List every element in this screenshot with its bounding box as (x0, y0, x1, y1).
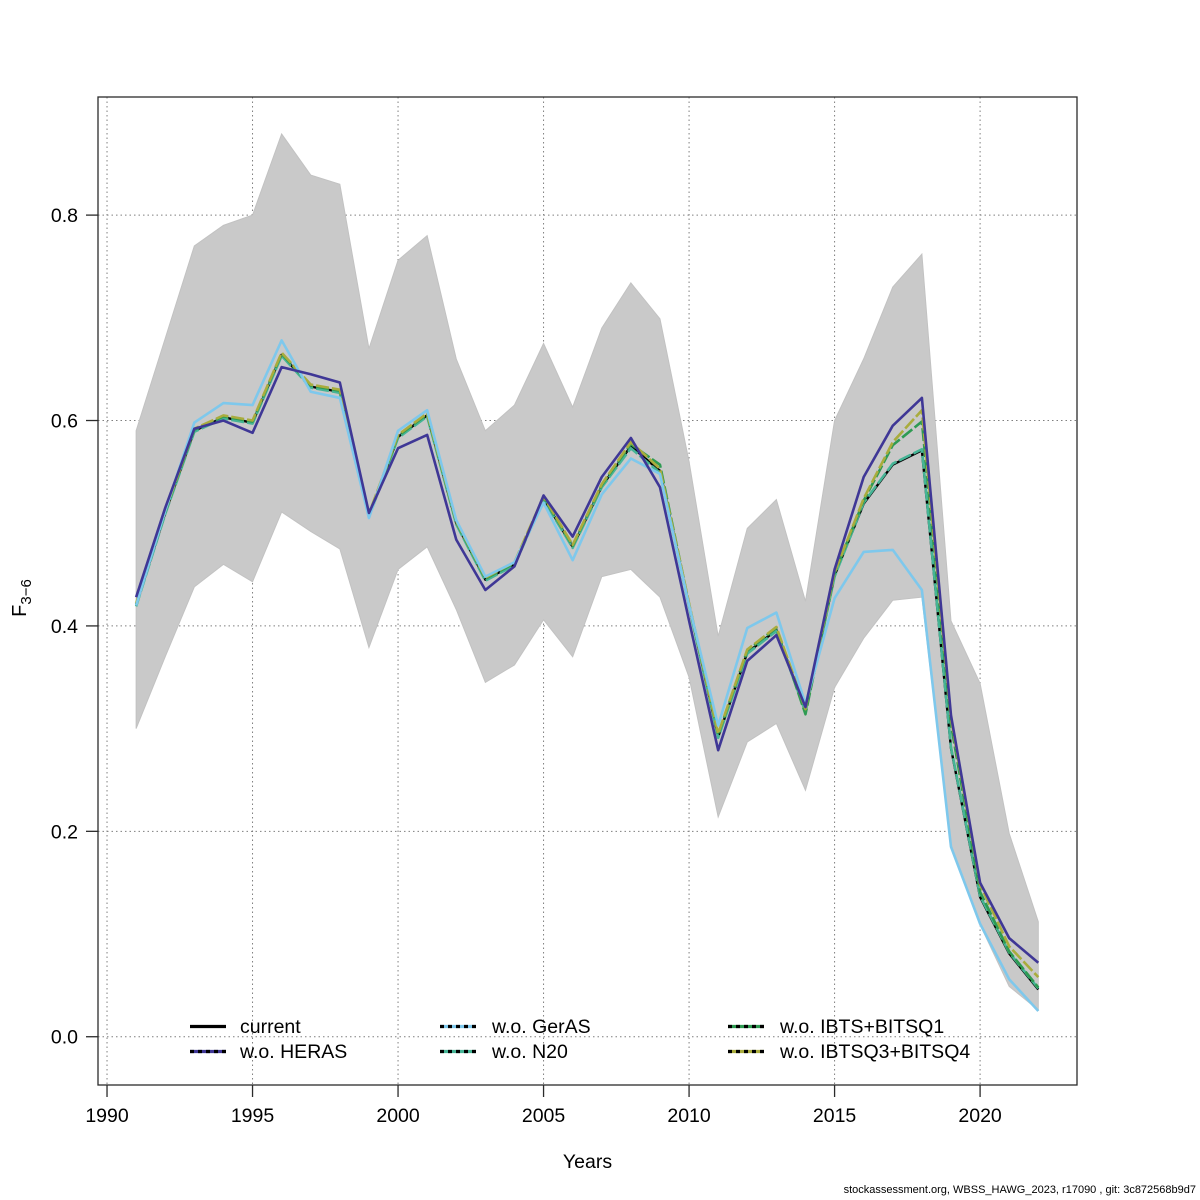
x-tick-label-2000: 2000 (376, 1105, 420, 1127)
legend-label-current: current (240, 1016, 301, 1038)
x-tick-label-2005: 2005 (522, 1105, 566, 1127)
axes: 1990 1995 2000 2005 2010 2015 2020 0.0 0.2 0.4 0.6… (51, 205, 1002, 1127)
legend-entry-w-o-ibts-bitsq1: w.o. IBTS+BITSQ1 (728, 1016, 944, 1038)
x-tick-label-1990: 1990 (85, 1105, 129, 1127)
y-tick-label-0-2: 0.2 (51, 821, 78, 843)
y-tick-label-0-4: 0.4 (51, 616, 78, 638)
series-line-w-o-geras (134, 339, 1040, 1012)
y-tick-label-0-0: 0.0 (51, 1027, 78, 1049)
x-tick-label-1995: 1995 (231, 1105, 275, 1127)
legend-label-w-o-heras: w.o. HERAS (239, 1041, 347, 1063)
confidence-band (135, 132, 1039, 1012)
x-tick-label-2015: 2015 (813, 1105, 857, 1127)
legend-entry-w-o-ibtsq3-bitsq4: w.o. IBTSQ3+BITSQ4 (728, 1041, 970, 1063)
x-axis-title: Years (563, 1151, 612, 1173)
legend-entry-w-o-n20: w.o. N20 (440, 1041, 568, 1063)
plot-border (97, 96, 1078, 1086)
footer-note: stockassessment.org, WBSS_HAWG_2023, r17… (844, 1184, 1196, 1196)
x-tick-label-2020: 2020 (958, 1105, 1002, 1127)
legend-entry-w-o-heras: w.o. HERAS (190, 1041, 347, 1063)
y-tick-label-0-8: 0.8 (51, 205, 78, 227)
x-tick-label-2010: 2010 (667, 1105, 711, 1127)
legend-label-w-o-ibtsq3-bitsq4: w.o. IBTSQ3+BITSQ4 (779, 1041, 970, 1063)
legend-entry-current: current (190, 1016, 301, 1038)
legend-label-w-o-ibts-bitsq1: w.o. IBTS+BITSQ1 (779, 1016, 944, 1038)
legend: current w.o. HERAS w.o. GerAS w.o. N20 w.o. … (190, 1016, 970, 1063)
y-tick-label-0-6: 0.6 (51, 411, 78, 433)
legend-label-w-o-n20: w.o. N20 (491, 1041, 568, 1063)
series-line-w-o-ibtsq3-bitsq4 (134, 351, 1040, 979)
legend-label-w-o-geras: w.o. GerAS (491, 1016, 591, 1038)
y-axis-title: F3−6 (9, 579, 35, 617)
legend-entry-w-o-geras: w.o. GerAS (440, 1016, 591, 1038)
series-line-w-o-heras (134, 365, 1040, 964)
